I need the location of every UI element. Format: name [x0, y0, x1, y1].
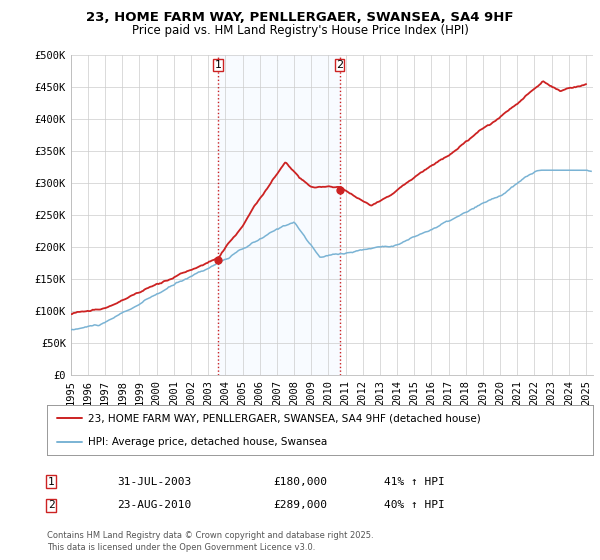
- Bar: [218, 55, 340, 375]
- Text: 1: 1: [215, 60, 221, 70]
- Text: 31-JUL-2003: 31-JUL-2003: [117, 477, 191, 487]
- Text: 23-AUG-2010: 23-AUG-2010: [117, 500, 191, 510]
- Text: 1: 1: [47, 477, 55, 487]
- Text: £180,000: £180,000: [273, 477, 327, 487]
- Text: 2: 2: [336, 60, 343, 70]
- Text: 23, HOME FARM WAY, PENLLERGAER, SWANSEA, SA4 9HF: 23, HOME FARM WAY, PENLLERGAER, SWANSEA,…: [86, 11, 514, 24]
- Text: HPI: Average price, detached house, Swansea: HPI: Average price, detached house, Swan…: [88, 437, 327, 447]
- Text: 40% ↑ HPI: 40% ↑ HPI: [384, 500, 445, 510]
- Text: £289,000: £289,000: [273, 500, 327, 510]
- Text: 41% ↑ HPI: 41% ↑ HPI: [384, 477, 445, 487]
- Text: 2: 2: [47, 500, 55, 510]
- Text: 23, HOME FARM WAY, PENLLERGAER, SWANSEA, SA4 9HF (detached house): 23, HOME FARM WAY, PENLLERGAER, SWANSEA,…: [88, 413, 481, 423]
- Text: Price paid vs. HM Land Registry's House Price Index (HPI): Price paid vs. HM Land Registry's House …: [131, 24, 469, 36]
- Text: Contains HM Land Registry data © Crown copyright and database right 2025.
This d: Contains HM Land Registry data © Crown c…: [47, 531, 373, 552]
